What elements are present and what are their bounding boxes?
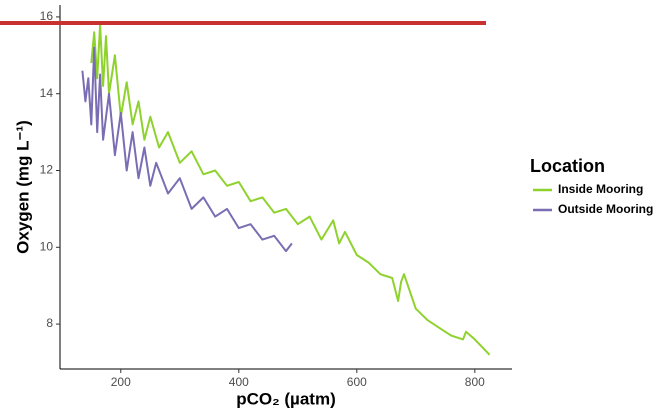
x-tick-label: 200: [111, 375, 131, 389]
y-tick-label: 8: [46, 316, 53, 330]
x-tick-label: 600: [347, 375, 367, 389]
data-line: [81, 46, 293, 253]
data-line: [90, 23, 491, 356]
legend-label: Inside Mooring: [558, 182, 643, 196]
x-tick-label: 400: [229, 375, 249, 389]
y-tick-label: 10: [40, 239, 54, 253]
y-tick-label: 16: [40, 9, 54, 23]
y-tick-label: 14: [40, 86, 54, 100]
x-tick-label: 800: [465, 375, 485, 389]
x-axis-title: pCO₂ (µatm): [236, 389, 336, 408]
legend-title: Location: [530, 156, 605, 176]
legend-label: Outside Mooring: [558, 202, 653, 216]
y-axis-title: Oxygen (mg L⁻¹): [13, 120, 32, 254]
y-tick-label: 12: [40, 163, 54, 177]
